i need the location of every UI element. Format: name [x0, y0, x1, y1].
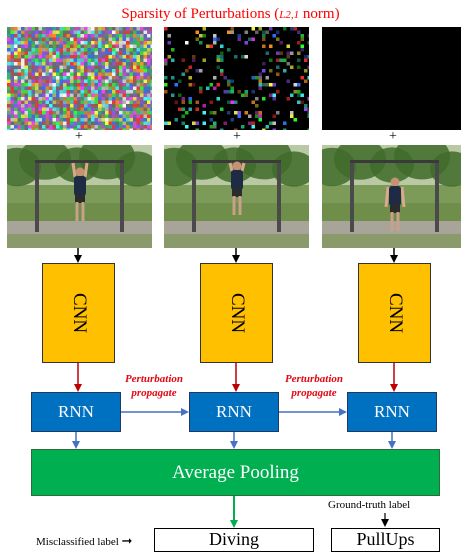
noise-pixels: [7, 27, 152, 130]
groundtruth-caption: Ground-truth label: [328, 499, 411, 511]
right-arrow-icon: ➞: [121, 533, 133, 548]
title-norm: L2,1: [279, 9, 300, 21]
title-prefix: Sparsity of Perturbations (: [121, 6, 280, 22]
misclassified-caption-text: Misclassified label: [36, 536, 119, 548]
rnn-block-3: RNN: [347, 392, 437, 432]
rnn-block-2: RNN: [189, 392, 279, 432]
frame-to-cnn-arrows: [74, 248, 398, 263]
title-suffix: norm): [299, 6, 340, 22]
video-frame-3: [322, 145, 461, 248]
propagate-label-1-line2: propagate: [131, 387, 177, 399]
perturbation-image-dense: [7, 27, 152, 130]
propagate-label-1: Perturbation propagate: [112, 372, 196, 400]
pull-up-bar: [350, 160, 439, 163]
cnn-block-2: CNN: [200, 263, 273, 363]
athlete: [71, 162, 89, 221]
average-pooling-block: Average Pooling: [31, 449, 440, 496]
propagate-label-1-line1: Perturbation: [124, 373, 184, 385]
groundtruth-label-box: PullUps: [331, 528, 440, 552]
bar-post-right: [435, 162, 439, 232]
propagate-label-2-line2: propagate: [291, 387, 337, 399]
bar-post-right: [277, 162, 281, 232]
video-frame-2: [164, 145, 309, 248]
bar-post-right: [120, 162, 124, 232]
video-frame-1: [7, 145, 152, 248]
wall: [164, 221, 309, 234]
bar-post-left: [35, 162, 39, 232]
plus-sign-1: +: [75, 129, 83, 144]
plus-sign-2: +: [233, 129, 241, 144]
plus-sign-3: +: [389, 129, 397, 144]
perturbation-image-sparse: [164, 27, 309, 130]
diagram-title: Sparsity of Perturbations (L2,1 norm): [0, 6, 461, 23]
pull-up-bar: [192, 160, 281, 163]
pull-up-bar: [35, 160, 124, 163]
athlete: [228, 161, 246, 215]
wall: [7, 221, 152, 234]
bar-post-left: [350, 162, 354, 232]
cnn-to-rnn-arrows: [74, 363, 398, 392]
misclassified-label-box: Diving: [154, 528, 314, 552]
cnn-block-1: CNN: [42, 263, 115, 363]
bar-post-left: [192, 162, 196, 232]
perturbation-image-zero: [322, 27, 461, 130]
rnn-to-pool-arrows: [72, 432, 396, 449]
athlete: [384, 177, 406, 231]
cnn-block-3: CNN: [358, 263, 431, 363]
misclassified-caption: Misclassified label ➞: [36, 533, 132, 549]
propagate-label-2: Perturbation propagate: [272, 372, 356, 400]
propagate-label-2-line1: Perturbation: [284, 373, 344, 385]
rnn-block-1: RNN: [31, 392, 121, 432]
noise-pixels: [164, 27, 309, 130]
